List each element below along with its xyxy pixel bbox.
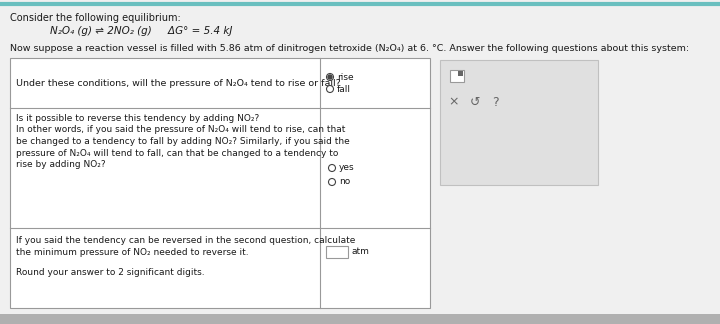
Text: ×: × [448, 96, 459, 109]
Text: atm: atm [351, 248, 369, 257]
Circle shape [326, 86, 333, 92]
Text: pressure of N₂O₄ will tend to fall, can that be changed to a tendency to: pressure of N₂O₄ will tend to fall, can … [16, 148, 338, 157]
Text: Round your answer to 2 significant digits.: Round your answer to 2 significant digit… [16, 268, 204, 277]
Text: Now suppose a reaction vessel is filled with 5.86 atm of dinitrogen tetroxide (N: Now suppose a reaction vessel is filled … [10, 44, 689, 53]
Text: If you said the tendency can be reversed in the second question, calculate: If you said the tendency can be reversed… [16, 236, 356, 245]
Text: In other words, if you said the pressure of N₂O₄ will tend to rise, can that: In other words, if you said the pressure… [16, 125, 346, 134]
Circle shape [328, 75, 332, 79]
Text: Is it possible to reverse this tendency by adding NO₂?: Is it possible to reverse this tendency … [16, 114, 259, 123]
Text: yes: yes [339, 164, 355, 172]
Circle shape [326, 74, 333, 80]
Text: rise by adding NO₂?: rise by adding NO₂? [16, 160, 106, 169]
Bar [10, 58, 430, 308]
Bar [440, 60, 598, 185]
Text: the minimum pressure of NO₂ needed to reverse it.: the minimum pressure of NO₂ needed to re… [16, 248, 248, 257]
Text: no: no [339, 178, 350, 187]
Text: Under these conditions, will the pressure of N₂O₄ tend to rise or fall?: Under these conditions, will the pressur… [16, 78, 341, 87]
Text: Consider the following equilibrium:: Consider the following equilibrium: [10, 13, 181, 23]
Circle shape [328, 165, 336, 171]
Bar [326, 246, 348, 258]
Text: rise: rise [337, 73, 354, 82]
Bar [450, 70, 464, 82]
Bar [458, 71, 463, 76]
Text: be changed to a tendency to fall by adding NO₂? Similarly, if you said the: be changed to a tendency to fall by addi… [16, 137, 350, 146]
Text: fall: fall [337, 85, 351, 94]
Text: ↺: ↺ [470, 96, 480, 109]
Circle shape [328, 179, 336, 186]
Bar [0, 314, 720, 324]
Text: ?: ? [492, 96, 499, 109]
Text: N₂O₄ (g) ⇌ 2NO₂ (g)     ΔG° = 5.4 kJ: N₂O₄ (g) ⇌ 2NO₂ (g) ΔG° = 5.4 kJ [50, 26, 233, 36]
